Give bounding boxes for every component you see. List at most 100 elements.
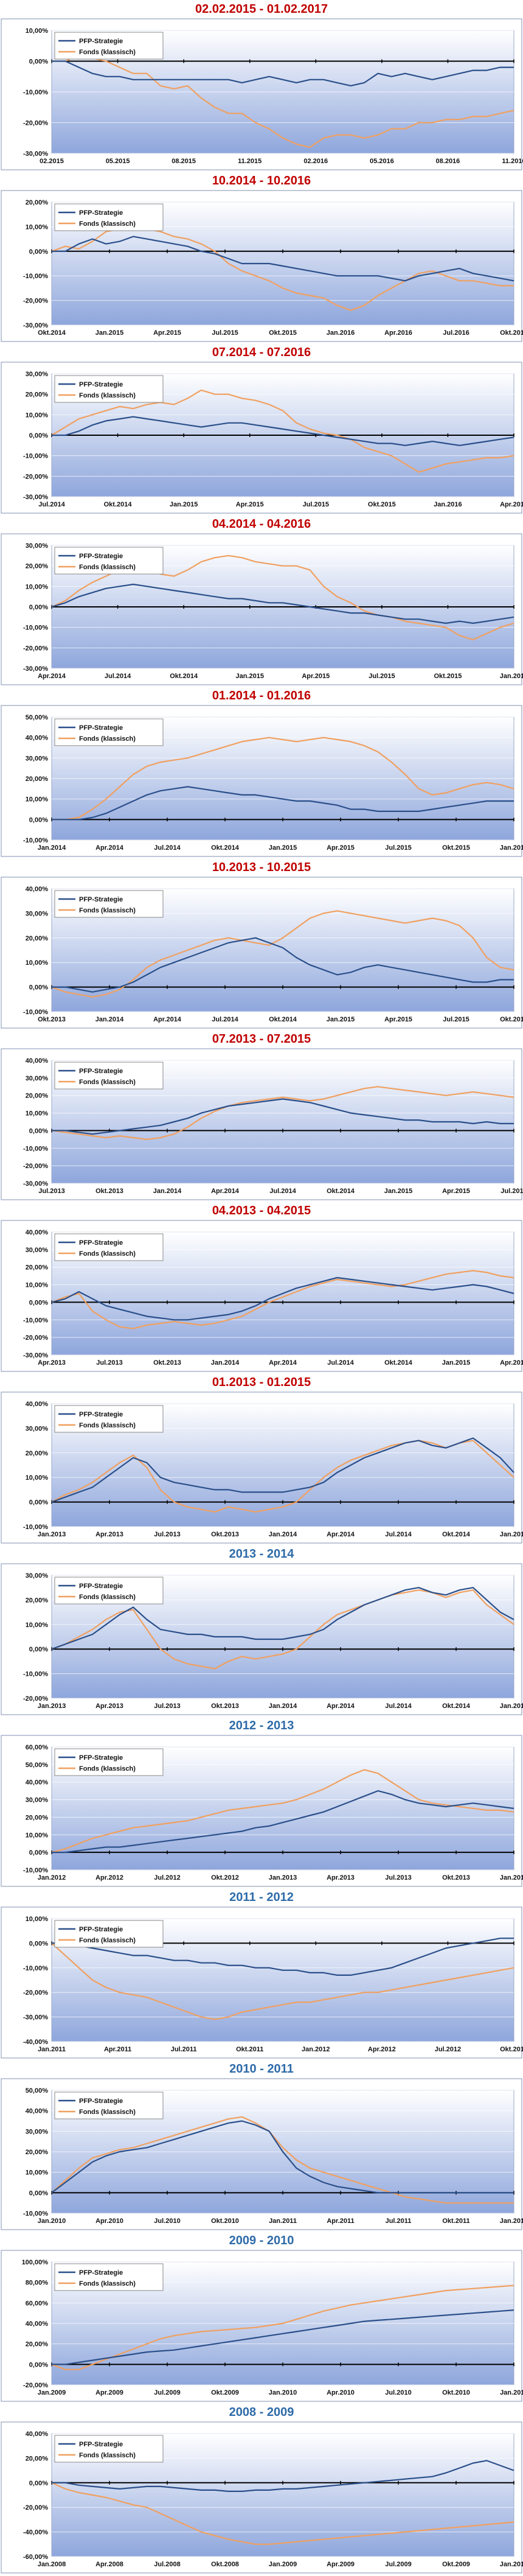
x-tick-label: Okt.2014 (269, 1016, 297, 1023)
y-tick-label: 40,00% (26, 886, 49, 893)
x-tick-label: Jan.2013 (38, 1703, 66, 1710)
x-tick-label: Jul.2014 (385, 1531, 412, 1538)
series-line-fund (51, 1589, 514, 1670)
x-tick-label: Okt.2009 (211, 2389, 239, 2396)
x-tick-label: Apr.2011 (327, 2217, 354, 2225)
x-tick-label: Okt.2014 (442, 1703, 471, 1710)
y-tick-label: -10,00% (23, 837, 48, 844)
legend-label: PFP-Strategie (79, 1239, 123, 1247)
x-tick-label: Jan.2009 (38, 2389, 66, 2396)
series-line-strategy (52, 416, 514, 446)
legend-box (54, 2435, 164, 2463)
x-tick-label: Jan.2010 (269, 2389, 297, 2396)
line-chart: -30,00% -20,00% -10,00% 0,00% 10,00% 20,00% Ok… (1, 190, 523, 342)
chart-title: 10.2013 - 10.2015 (212, 861, 311, 874)
y-tick-label: -60,00% (23, 2553, 48, 2561)
x-tick-label: Jan.2011 (38, 2046, 66, 2053)
x-tick-label: Jan.2015 (269, 844, 297, 852)
y-tick-label: 10,00% (26, 796, 49, 803)
series-line-strategy (52, 937, 514, 993)
x-tick-label: Jan.2014 (153, 1188, 182, 1195)
x-tick-label: Okt.2011 (236, 2046, 263, 2053)
x-tick-label: Jul.2011 (171, 2046, 197, 2053)
y-tick-label: 0,00% (29, 984, 48, 992)
x-tick-label: Jul.2014 (38, 501, 65, 508)
x-tick-label: 08.2015 (171, 158, 196, 165)
x-tick-label: Jan.2014 (211, 1359, 240, 1367)
x-tick-label: Apr.2014 (153, 1016, 182, 1023)
x-tick-label: Apr.2014 (211, 1188, 240, 1195)
y-tick-label: 10,00% (26, 1832, 49, 1839)
y-tick-label: 0,00% (29, 2480, 48, 2487)
x-tick-label: Apr.2016 (384, 329, 412, 337)
plot-area (51, 1746, 514, 1871)
y-tick-label: 20,00% (26, 1264, 49, 1272)
x-tick-label: Apr.2014 (95, 844, 124, 852)
x-tick-label: Jul.2015 (303, 501, 329, 508)
line-chart: -10,00% 0,00% 10,00% 20,00% 30,00% 40,00% 50,0… (1, 705, 523, 857)
legend-box (54, 1748, 164, 1776)
x-tick-label: Jul.2014 (212, 1016, 238, 1023)
x-tick-label: Okt.2009 (442, 2561, 470, 2568)
x-tick-label: Jul.2015 (500, 1188, 523, 1195)
chart-panel: 2008 - 2009 -60,00% -40,00% -20,00% 0,00% 20,… (0, 2403, 523, 2575)
line-chart: -10,00% 0,00% 10,00% 20,00% 30,00% 40,00% 50,0… (1, 1735, 523, 1887)
line-chart: -10,00% 0,00% 10,00% 20,00% 30,00% 40,00% Okt.… (1, 877, 523, 1029)
series-line-strategy (51, 1587, 514, 1650)
x-tick-label: Jan.2012 (302, 2046, 330, 2053)
legend-label: PFP-Strategie (79, 209, 123, 217)
y-tick-label: -10,00% (23, 1145, 48, 1152)
y-tick-label: 20,00% (26, 1093, 49, 1100)
x-tick-label: Okt.2016 (500, 329, 523, 337)
x-tick-label: Okt.2013 (211, 1703, 239, 1710)
y-tick-label: -10,00% (23, 625, 48, 632)
y-tick-label: 20,00% (26, 2149, 49, 2156)
legend-label: Fonds (klassisch) (79, 1079, 136, 1086)
x-tick-label: Okt.2014 (170, 673, 198, 680)
series-line-fund (51, 1769, 514, 1853)
y-tick-label: -10,00% (23, 453, 48, 460)
y-tick-label: 30,00% (26, 1425, 49, 1432)
x-tick-label: Apr.2013 (38, 1359, 66, 1367)
y-tick-label: 0,00% (29, 1127, 48, 1135)
y-tick-label: 60,00% (26, 1744, 49, 1751)
legend-label: Fonds (klassisch) (79, 1765, 136, 1773)
legend-label: Fonds (klassisch) (79, 1594, 136, 1601)
chart-panel: 10.2013 - 10.2015 -10,00% 0,00% 10,00% 20,00… (0, 858, 523, 1030)
legend-box (54, 890, 164, 918)
series-line-fund (51, 1942, 514, 2020)
y-tick-label: 40,00% (26, 2431, 49, 2438)
y-tick-label: -20,00% (23, 645, 48, 652)
x-tick-label: Okt.2013 (153, 1359, 181, 1367)
y-tick-label: 40,00% (26, 1779, 49, 1787)
x-tick-label: Jan.2014 (269, 1703, 297, 1710)
y-tick-label: -30,00% (23, 150, 48, 158)
y-tick-label: 20,00% (26, 1814, 49, 1821)
x-tick-label: Okt.2013 (211, 1531, 239, 1538)
line-chart: -30,00% -20,00% -10,00% 0,00% 10,00% 20,00% 30… (1, 1048, 523, 1200)
y-tick-label: 30,00% (26, 1247, 49, 1254)
x-tick-label: Jul.2014 (269, 1188, 296, 1195)
series-line-strategy (52, 1098, 514, 1135)
x-tick-label: Apr.2015 (384, 1016, 412, 1023)
line-chart: -30,00% -20,00% -10,00% 0,00% 10,00% 20,00% 30… (1, 362, 523, 514)
y-tick-label: -10,00% (23, 273, 48, 280)
legend-label: Fonds (klassisch) (79, 1937, 136, 1944)
legend-label: Fonds (klassisch) (79, 392, 136, 399)
y-tick-label: 10,00% (26, 1474, 49, 1482)
x-tick-label: Apr.2013 (95, 1703, 123, 1710)
y-tick-label: 40,00% (26, 2320, 49, 2328)
chart-title: 01.2014 - 01.2016 (212, 689, 311, 702)
x-tick-label: Jul.2015 (212, 329, 238, 337)
x-tick-label: 02.2015 (40, 158, 64, 165)
legend-box (54, 203, 164, 231)
legend-label: Fonds (klassisch) (79, 564, 136, 571)
x-tick-label: Apr.2015 (327, 844, 355, 852)
y-tick-label: -10,00% (23, 1009, 48, 1016)
legend-label: Fonds (klassisch) (79, 735, 136, 743)
y-tick-label: 50,00% (26, 1762, 49, 1769)
series-line-fund (51, 1270, 514, 1329)
legend-label: PFP-Strategie (79, 1411, 123, 1418)
series-line-fund (51, 389, 514, 473)
